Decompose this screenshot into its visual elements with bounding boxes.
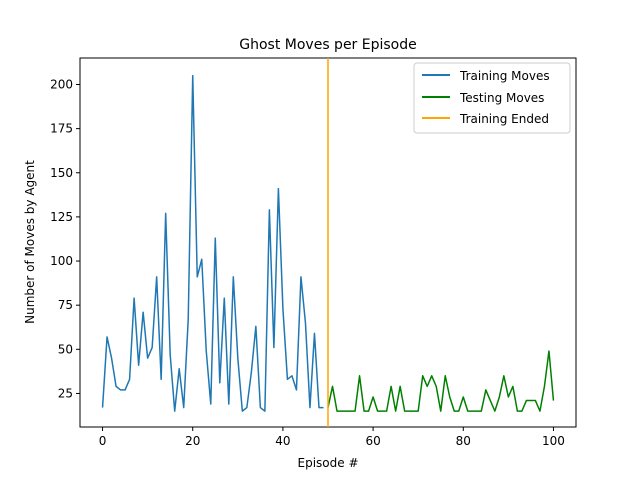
series-layer (101, 58, 555, 427)
legend: Training Moves Testing Moves Training En… (413, 62, 571, 134)
legend-label-training-ended: Training Ended (459, 112, 549, 126)
legend-label-training-moves: Training Moves (459, 69, 550, 83)
y-tick-label: 100 (50, 254, 73, 268)
y-tick-label: 125 (50, 210, 73, 224)
series-testing-moves (327, 350, 555, 412)
legend-box (413, 62, 571, 134)
legend-label-testing-moves: Testing Moves (459, 91, 544, 105)
y-tick-label: 75 (58, 298, 73, 312)
x-tick-label: 100 (542, 434, 565, 448)
y-axis: 25 50 75 100 125 150 175 200 (50, 77, 80, 400)
y-tick-label: 50 (58, 342, 73, 356)
series-training-moves (101, 74, 324, 412)
x-tick-label: 0 (99, 434, 107, 448)
y-axis-label: Number of Moves by Agent (23, 160, 37, 324)
y-tick-label: 25 (58, 386, 73, 400)
x-tick-label: 60 (365, 434, 380, 448)
chart-title: Ghost Moves per Episode (239, 37, 417, 53)
y-tick-label: 200 (50, 77, 73, 91)
x-tick-label: 20 (185, 434, 200, 448)
x-axis: 0 20 40 60 80 100 (99, 427, 565, 448)
x-tick-label: 80 (456, 434, 471, 448)
y-tick-label: 150 (50, 166, 73, 180)
x-axis-label: Episode # (298, 456, 359, 470)
x-tick-label: 40 (275, 434, 290, 448)
y-tick-label: 175 (50, 122, 73, 136)
